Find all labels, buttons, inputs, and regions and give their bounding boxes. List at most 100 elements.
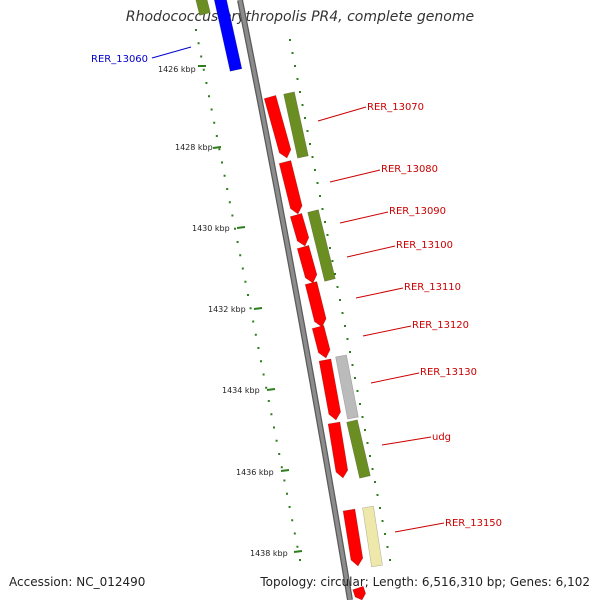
gene-label[interactable]: RER_13090: [389, 206, 446, 217]
gene-leader-line: [329, 169, 381, 183]
gene-leader-line: [339, 211, 389, 224]
scale-ring-dot: [293, 532, 296, 535]
scale-ring-dot: [296, 545, 299, 548]
gene-feature-red-bottom[interactable]: [352, 585, 366, 600]
scale-ring-dot: [195, 29, 197, 31]
gene-leader-line: [317, 106, 367, 122]
scale-ring-dot: [254, 333, 257, 336]
scale-ring-dot: [210, 108, 213, 111]
outer-ring-dot: [289, 39, 291, 41]
outer-ring-dot: [301, 104, 304, 106]
scale-ring-dot: [221, 161, 223, 164]
outer-ring-dot: [304, 117, 306, 119]
scale-ring-dot: [291, 519, 294, 522]
scale-ring-dot: [197, 42, 200, 45]
gene-label[interactable]: RER_13110: [404, 282, 461, 293]
outer-ring-dot: [386, 546, 389, 548]
scale-label: 1434 kbp: [222, 386, 260, 395]
outer-ring-dot: [371, 468, 374, 470]
scale-ring-dot: [239, 254, 242, 257]
gene-label[interactable]: RER_13070: [367, 102, 424, 113]
outer-ring-dot: [339, 299, 341, 301]
outer-ring-dot: [379, 507, 381, 509]
outer-ring-dot: [369, 455, 371, 457]
outer-ring-dot: [366, 442, 369, 444]
scale-ring-dot: [218, 148, 221, 151]
outer-ring-dot: [324, 221, 326, 223]
outer-ring-dot: [329, 247, 331, 249]
outer-ring-dot: [341, 312, 344, 314]
scale-ring-dot: [260, 360, 262, 363]
scale-ring-dot: [226, 188, 229, 190]
gene-label[interactable]: RER_13080: [381, 164, 438, 175]
scale-ring-dot: [265, 386, 268, 389]
gene-feature-red-8[interactable]: [327, 421, 349, 479]
scale-ring-dot: [200, 55, 203, 58]
scale-ring-dot: [288, 506, 291, 508]
gene-feature-gray-1[interactable]: [335, 354, 359, 420]
scale-ring-dot: [241, 267, 244, 270]
scale-tick: [280, 469, 290, 472]
gene-feature-red-2[interactable]: [278, 160, 303, 215]
gene-feature-olive-1[interactable]: [283, 91, 309, 159]
scale-ring-dot: [283, 479, 286, 482]
gene-feature-blue-top[interactable]: [213, 0, 243, 72]
gene-feature-red-3[interactable]: [289, 212, 310, 247]
outer-ring-dot: [316, 182, 319, 184]
scale-tick: [212, 146, 222, 149]
scale-ring-dot: [252, 320, 255, 323]
gene-label[interactable]: RER_13060: [91, 54, 148, 65]
gene-feature-olive-2[interactable]: [307, 209, 336, 282]
gene-label[interactable]: RER_13100: [396, 240, 453, 251]
gene-leader-line: [381, 436, 432, 446]
scale-ring-dot: [267, 400, 270, 402]
scale-ring-dot: [262, 373, 265, 376]
gene-label[interactable]: RER_13150: [445, 518, 502, 529]
gene-leader-line: [362, 325, 412, 337]
gene-label[interactable]: udg: [432, 432, 451, 443]
gene-feature-red-5[interactable]: [304, 281, 327, 328]
outer-ring-dot: [309, 143, 311, 145]
outer-ring-dot: [319, 195, 321, 197]
scale-ring-dot: [299, 559, 301, 561]
gene-feature-red-9[interactable]: [342, 508, 364, 567]
gene-feature-olive-top[interactable]: [195, 0, 211, 16]
scale-ring-dot: [280, 466, 283, 469]
outer-ring-dot: [349, 351, 351, 353]
gene-label[interactable]: RER_13120: [412, 320, 469, 331]
outer-ring-dot: [344, 325, 346, 327]
outer-ring-dot: [326, 234, 329, 236]
scale-ring-dot: [275, 439, 278, 442]
gene-feature-red-4[interactable]: [296, 245, 318, 284]
outer-ring-dot: [384, 533, 386, 535]
scale-ring-dot: [273, 426, 275, 429]
gene-label[interactable]: RER_13130: [420, 367, 477, 378]
outer-ring-dot: [311, 156, 314, 158]
gene-feature-red-6[interactable]: [311, 325, 331, 359]
scale-label: 1430 kbp: [192, 224, 230, 233]
outer-ring-dot: [374, 481, 376, 483]
outer-ring-dot: [376, 494, 379, 496]
outer-ring-dot: [359, 403, 361, 405]
gene-leader-line: [355, 287, 404, 299]
gene-feature-olive-3[interactable]: [346, 419, 371, 479]
outer-ring-dot: [291, 52, 294, 54]
outer-ring-dot: [299, 91, 301, 93]
outer-ring-dot: [314, 169, 316, 171]
gene-feature-red-7[interactable]: [318, 358, 341, 421]
scale-ring-dot: [213, 121, 216, 124]
scale-tick: [253, 307, 263, 310]
scale-ring-dot: [202, 68, 205, 71]
scale-ring-dot: [236, 241, 239, 243]
gene-leader-line: [346, 245, 396, 258]
gene-feature-red-1[interactable]: [263, 95, 292, 159]
scale-ring-dot: [215, 135, 218, 137]
outer-ring-dot: [361, 416, 364, 418]
gene-leader-line: [394, 522, 445, 533]
outer-ring-dot: [351, 364, 354, 366]
gene-feature-yellow-1[interactable]: [362, 505, 383, 568]
accession-text: Accession: NC_012490: [9, 575, 146, 589]
scale-label: 1438 kbp: [250, 549, 288, 558]
